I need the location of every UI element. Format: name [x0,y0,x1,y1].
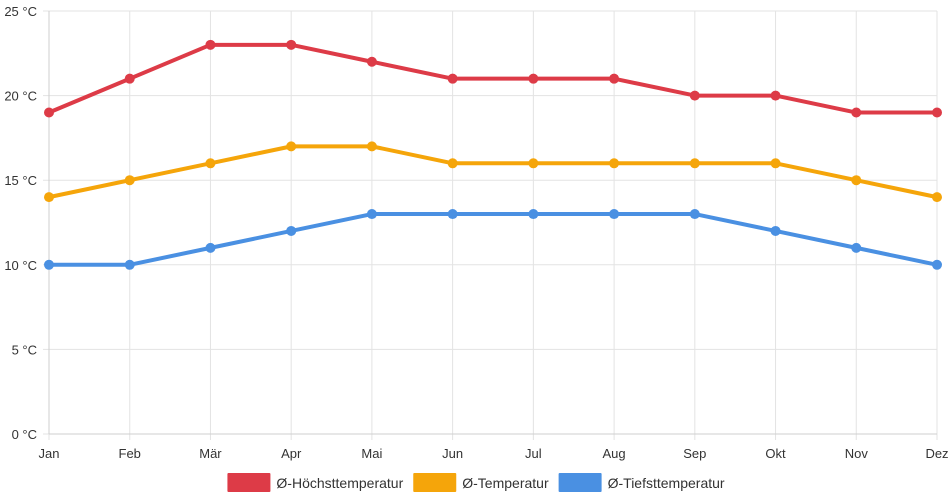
series-1 [44,141,942,203]
y-tick-label: 0 °C [12,427,37,442]
x-tick-label: Okt [765,446,786,461]
data-point [205,39,216,50]
legend-swatch [227,473,271,492]
data-point [932,192,942,203]
data-point [609,73,620,84]
legend-item: Ø-Temperatur [413,473,549,492]
legend-label: Ø-Temperatur [462,475,549,491]
data-point [286,225,297,236]
data-point [689,209,700,220]
data-point [286,39,297,50]
data-point [447,209,458,220]
data-point [770,90,781,101]
data-point [366,209,377,220]
data-point [205,242,216,253]
data-point [44,192,54,203]
data-point [528,209,539,220]
x-tick-label: Apr [281,446,302,461]
data-point [528,73,539,84]
series-line [47,212,939,267]
x-tick-label: Nov [845,446,869,461]
data-point [770,158,781,169]
y-tick-label: 10 °C [4,258,37,273]
data-point [609,209,620,220]
x-tick-label: Jan [39,446,60,461]
legend-label: Ø-Höchsttemperatur [276,475,403,491]
data-point [689,90,700,101]
y-tick-label: 20 °C [4,89,37,104]
x-tick-label: Mär [199,446,222,461]
data-point [44,107,54,118]
data-point [609,158,620,169]
grid [43,10,938,440]
legend-swatch [558,473,602,492]
legend-label: Ø-Tiefsttemperatur [608,475,725,491]
legend: Ø-Höchsttemperatur Ø-Temperatur Ø-Tiefstte… [227,473,725,492]
legend-item: Ø-Tiefsttemperatur [558,473,725,492]
data-point [44,259,54,270]
data-point [851,107,862,118]
legend-swatch [413,473,457,492]
series-line [47,42,939,115]
y-tick-label: 25 °C [4,4,37,19]
series-2 [44,209,942,270]
series-lines [44,39,942,270]
axis-labels: 0 °C 5 °C 10 °C 15 °C 20 °C 25 °C Jan Feb Mär Apr… [4,4,948,461]
data-point [851,242,862,253]
y-tick-label: 15 °C [4,173,37,188]
x-tick-label: Dez [925,446,948,461]
data-point [528,158,539,169]
x-tick-label: Feb [119,446,141,461]
data-point [932,259,942,270]
data-point [366,141,377,152]
series-0 [44,39,942,118]
data-point [366,56,377,67]
data-point [770,225,781,236]
data-point [447,73,458,84]
data-point [124,175,135,186]
data-point [124,73,135,84]
data-point [286,141,297,152]
data-point [124,259,135,270]
data-point [851,175,862,186]
y-tick-label: 5 °C [12,342,37,357]
data-point [205,158,216,169]
x-tick-label: Sep [683,446,706,461]
x-tick-label: Jul [525,446,542,461]
x-tick-label: Aug [603,446,626,461]
legend-item: Ø-Höchsttemperatur [227,473,404,492]
x-tick-label: Jun [442,446,463,461]
data-point [447,158,458,169]
data-point [689,158,700,169]
series-line [47,144,939,200]
data-point [932,107,942,118]
x-tick-label: Mai [361,446,382,461]
